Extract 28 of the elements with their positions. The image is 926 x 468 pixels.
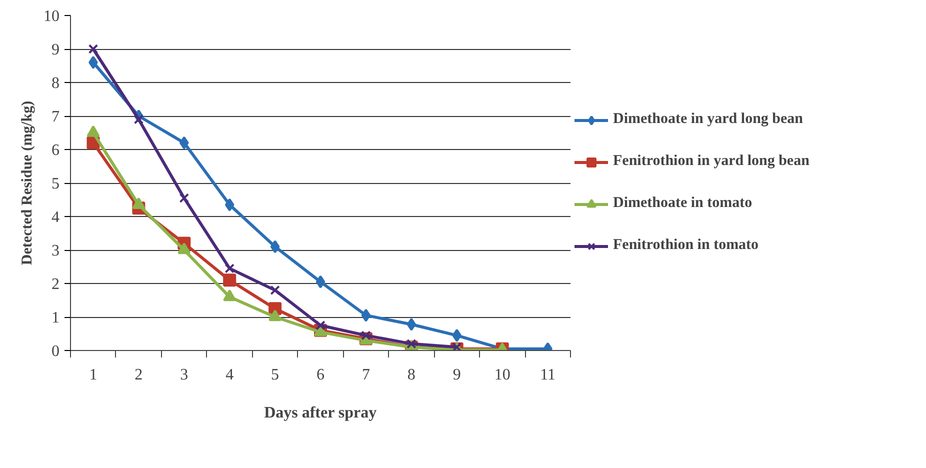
x-axis-title: Days after spray [264,404,377,422]
y-tick-label: 6 [52,142,60,159]
legend-label: Dimethoate in tomato [613,195,752,212]
y-tick-label: 9 [52,42,60,58]
y-tick-label: 7 [52,108,60,126]
y-tick-label: 3 [52,242,60,260]
x-tick-label: 5 [271,366,280,384]
legend-label: Fenitrothion in yard long bean [613,153,810,170]
x-tick-label: 4 [226,366,234,384]
y-tick-label: 0 [52,343,60,360]
x-tick-label: 11 [540,366,556,384]
y-tick-label: 10 [44,8,60,25]
y-axis-title: Detected Residue (mg/kg) [20,100,36,266]
y-tick-label: 4 [52,209,60,226]
y-tick-label: 8 [52,75,60,92]
y-tick-label: 2 [52,276,60,293]
x-tick-label: 6 [316,366,324,384]
y-tick-label: 1 [52,310,60,326]
x-tick-label: 8 [407,366,416,384]
x-tick-label: 10 [494,366,510,384]
y-tick-label: 5 [52,176,60,192]
x-tick-label: 9 [452,366,461,384]
x-tick-label: 1 [89,366,98,384]
x-tick-label: 7 [362,366,370,384]
x-tick-label: 3 [180,366,188,384]
x-tick-label: 2 [134,366,143,384]
legend-label: Dimethoate in yard long bean [613,111,804,128]
legend-label: Fenitrothion in tomato [613,237,759,254]
